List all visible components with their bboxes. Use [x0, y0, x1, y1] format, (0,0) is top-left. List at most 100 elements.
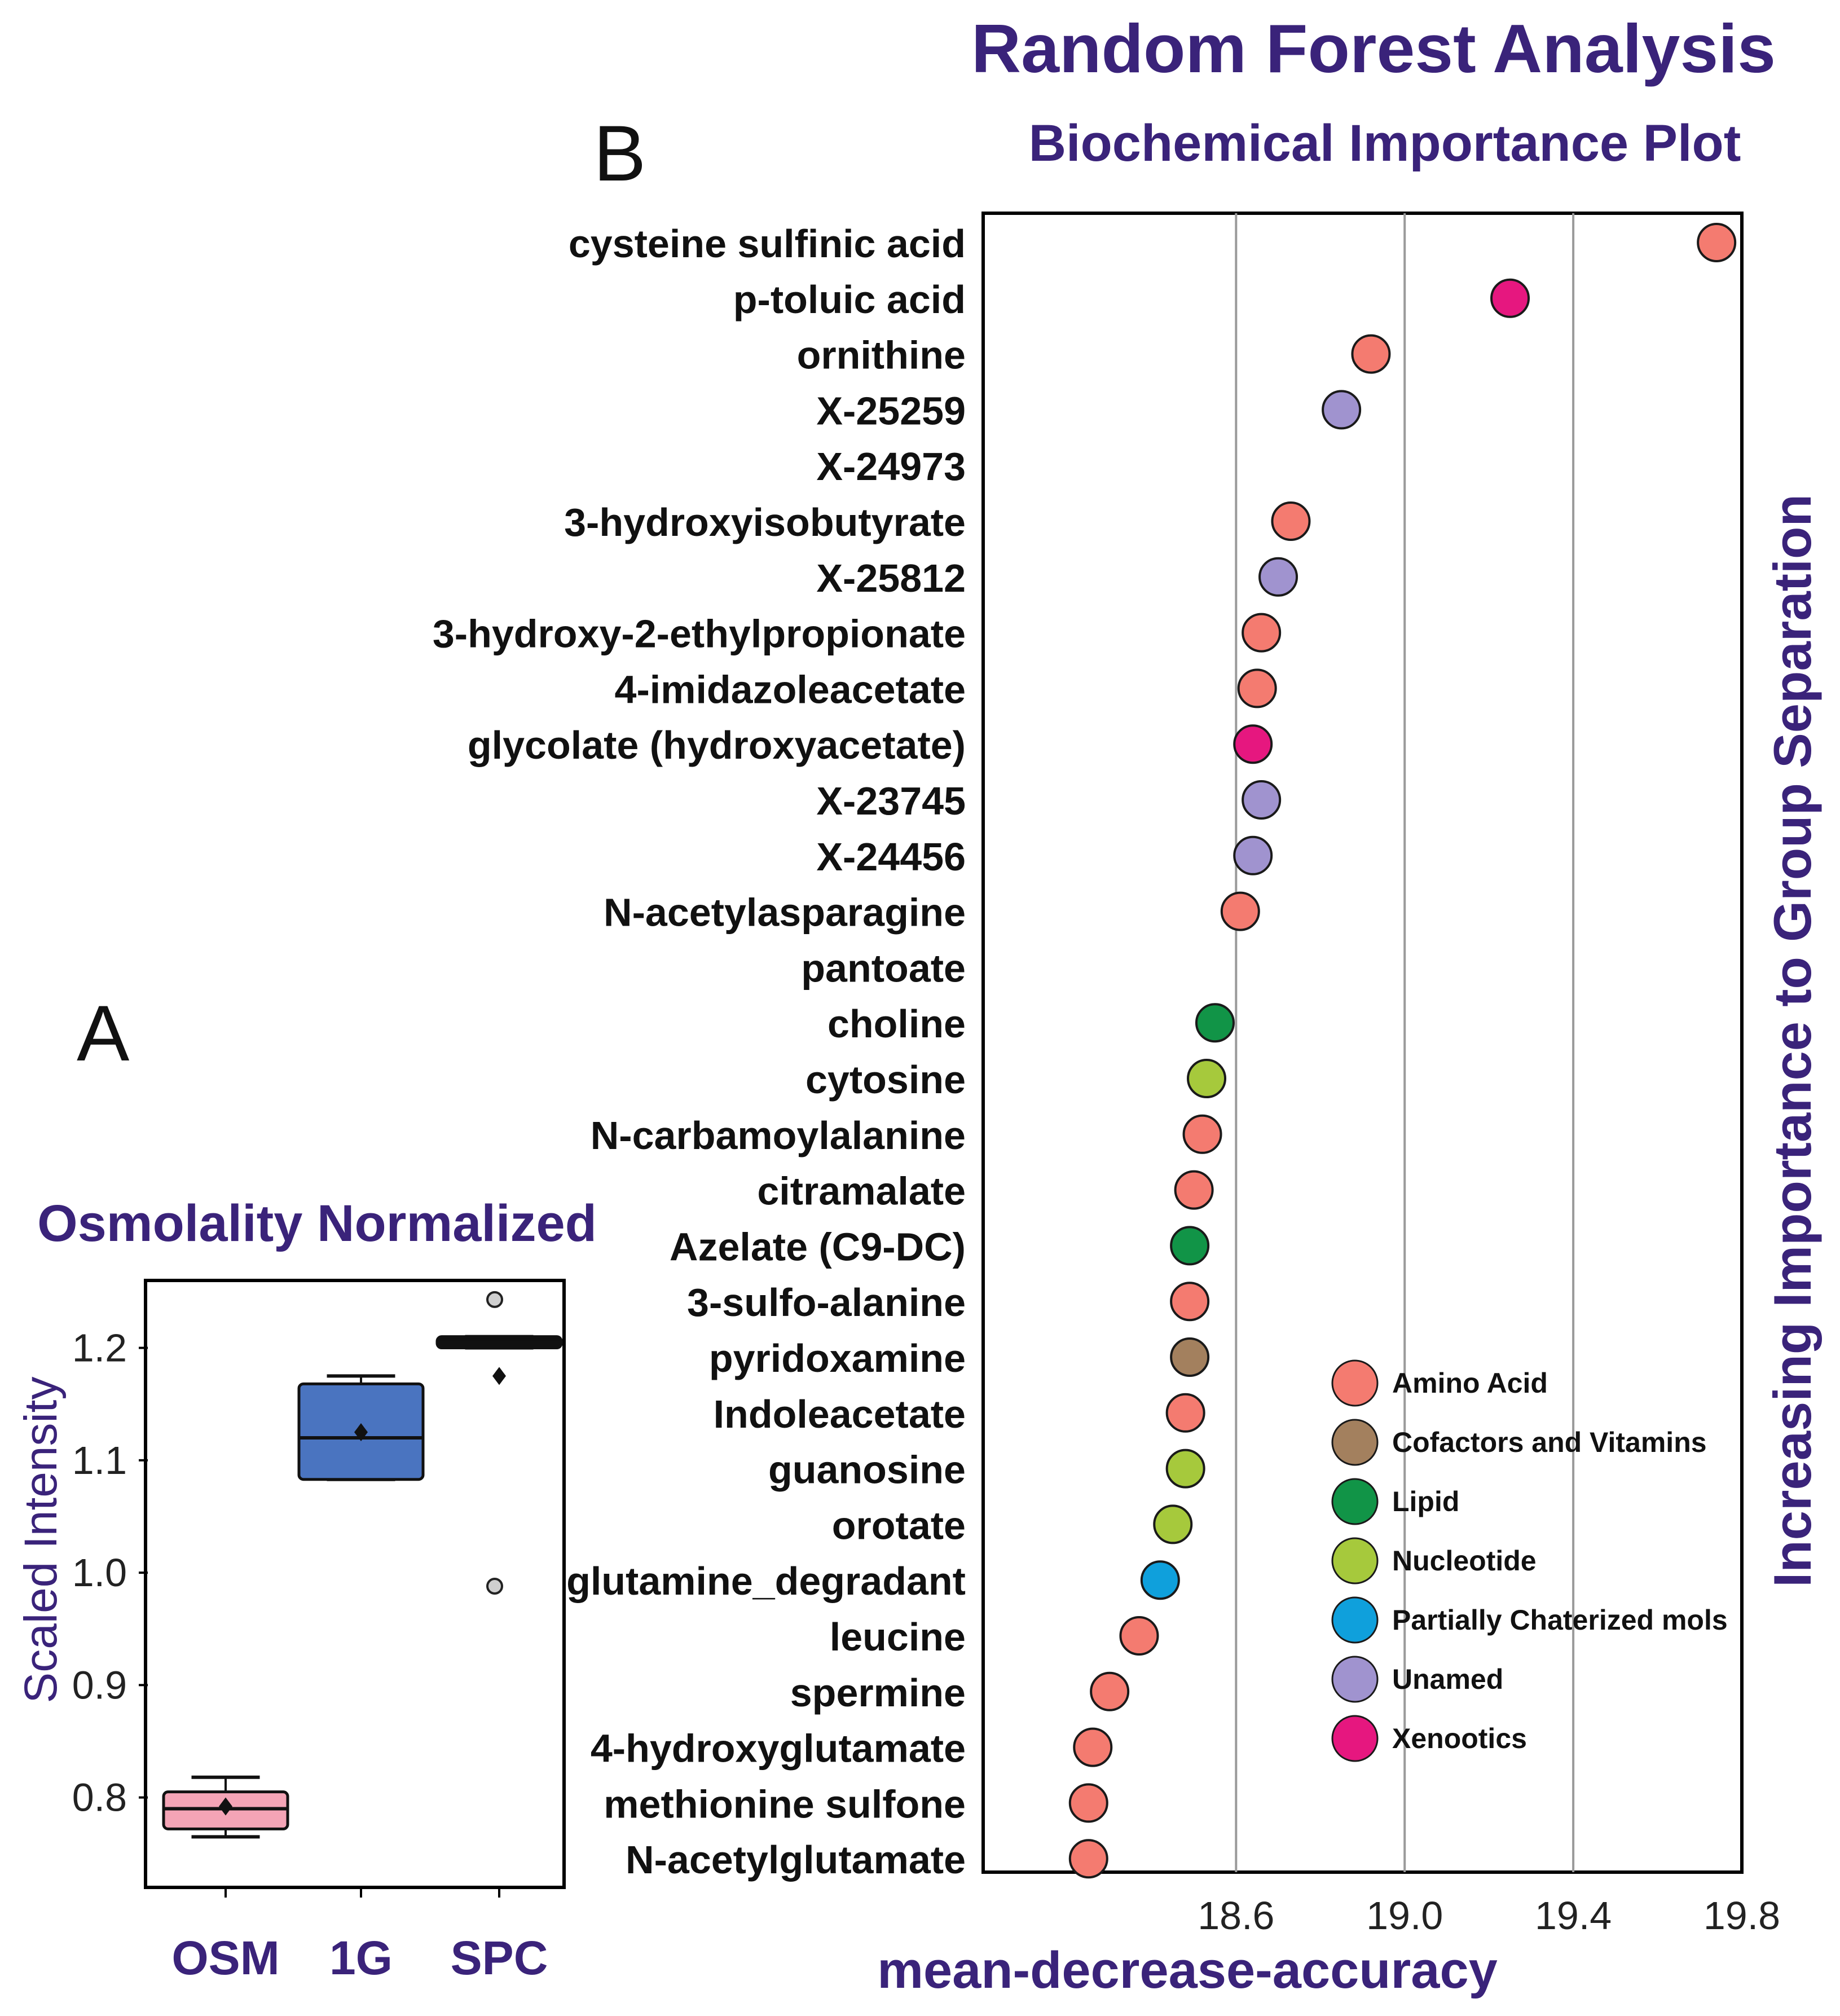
chart-b-legend-swatch — [1331, 1656, 1379, 1703]
chart-b-metabolite-label: guanosine — [768, 1448, 966, 1492]
chart-b-point — [1233, 835, 1273, 875]
chart-b-gridlines — [1235, 213, 1575, 1872]
chart-a-x-tick-label: SPC — [451, 1931, 548, 1984]
chart-b-point — [1165, 1393, 1205, 1433]
chart-b-metabolite-labels: cysteine sulfinic acid p-toluic acid ornit… — [433, 222, 966, 1882]
chart-b-point — [1170, 1337, 1210, 1377]
chart-b-x-ticks: 18.6 19.0 19.4 19.8 — [1198, 1894, 1780, 1938]
chart-b-point — [1073, 1727, 1113, 1767]
chart-a-y-tick-label: 0.9 — [72, 1663, 127, 1707]
chart-b-metabolite-label: ornithine — [797, 333, 966, 377]
chart-a-x-ticks: OSM 1G SPC — [171, 1887, 548, 1984]
chart-b-point — [1351, 334, 1391, 374]
chart-b-legend-label: Xenootics — [1392, 1723, 1527, 1754]
panel-label-a: A — [77, 989, 130, 1077]
chart-b-metabolite-label: orotate — [832, 1503, 966, 1547]
chart-b-point — [1174, 1170, 1214, 1210]
chart-b-point — [1233, 724, 1273, 764]
chart-b-metabolite-label: glycolate (hydroxyacetate) — [468, 723, 966, 767]
chart-a-outlier — [486, 1291, 503, 1308]
chart-a-boxes — [162, 1291, 563, 1839]
chart-b-metabolite-label: X-23745 — [816, 779, 966, 823]
chart-b-point — [1170, 1226, 1210, 1266]
chart-b-metabolite-label: cytosine — [805, 1058, 966, 1102]
chart-a-mean-marker — [492, 1367, 506, 1385]
chart-a-plot-frame — [144, 1279, 566, 1889]
chart-b-metabolite-label: 4-hydroxyglutamate — [591, 1727, 966, 1771]
chart-b-point — [1187, 1059, 1227, 1098]
chart-b-point — [1140, 1560, 1180, 1600]
chart-b-legend-label: Amino Acid — [1392, 1367, 1548, 1399]
chart-a-y-tick-label: 0.8 — [72, 1776, 127, 1820]
chart-b-metabolite-label: leucine — [830, 1615, 966, 1659]
chart-b-title: Random Forest Analysis — [971, 10, 1776, 87]
chart-b-point — [1182, 1114, 1222, 1154]
chart-b-legend-swatch — [1331, 1715, 1379, 1762]
chart-b-point — [1322, 390, 1362, 430]
chart-b-legend-label: Partially Chaterized mols — [1392, 1604, 1728, 1636]
chart-b-metabolite-label: methionine sulfone — [604, 1782, 966, 1826]
chart-a-y-tick-label: 1.1 — [72, 1438, 127, 1482]
chart-b-metabolite-label: 3-sulfo-alanine — [687, 1280, 966, 1324]
chart-b-point — [1220, 891, 1260, 931]
chart-b-legend: Amino Acid Cofactors and Vitamins Lipid Nuc… — [1331, 1359, 1728, 1762]
chart-b-point — [1068, 1783, 1108, 1823]
chart-b-metabolite-label: 3-hydroxy-2-ethylpropionate — [433, 612, 966, 656]
chart-b-point — [1090, 1671, 1130, 1711]
panel-label-b: B — [593, 109, 646, 197]
chart-b-metabolite-label: citramalate — [757, 1169, 966, 1213]
chart-b-metabolite-label: X-25812 — [816, 556, 966, 600]
chart-b-metabolite-label: cysteine sulfinic acid — [569, 222, 966, 266]
chart-b-metabolite-label: pyridoxamine — [709, 1336, 966, 1380]
chart-b-point — [1697, 223, 1737, 262]
chart-b-point — [1153, 1504, 1193, 1544]
chart-b-legend-label: Lipid — [1392, 1486, 1459, 1517]
chart-a-y-tick-label: 1.0 — [72, 1551, 127, 1595]
chart-b-x-tick-label: 19.0 — [1366, 1894, 1443, 1938]
chart-b-subtitle: Biochemical Importance Plot — [1029, 115, 1741, 172]
chart-b-metabolite-label: Indoleacetate — [714, 1392, 966, 1436]
chart-b-metabolite-label: N-carbamoylalanine — [591, 1113, 966, 1157]
chart-b-x-tick-label: 19.8 — [1703, 1894, 1780, 1938]
chart-b-metabolite-label: 4-imidazoleacetate — [615, 667, 966, 711]
chart-b-point — [1170, 1282, 1210, 1322]
chart-b-point — [1119, 1616, 1159, 1656]
chart-b-metabolite-label: N-acetylasparagine — [604, 891, 966, 935]
chart-a-title: Osmolality Normalized — [37, 1195, 597, 1252]
chart-b-x-tick-label: 18.6 — [1198, 1894, 1274, 1938]
chart-b-legend-swatch — [1331, 1478, 1379, 1525]
chart-b-legend-swatch — [1331, 1419, 1379, 1466]
chart-b-point — [1258, 557, 1298, 597]
chart-a-mean-marker — [219, 1797, 232, 1816]
chart-b-legend-label: Cofactors and Vitamins — [1392, 1427, 1707, 1458]
chart-a-y-ticks: 0.8 0.9 1.0 1.1 1.2 — [72, 1326, 148, 1820]
chart-b-legend-swatch — [1331, 1359, 1379, 1407]
chart-b-plot-frame — [981, 212, 1744, 1874]
chart-b-point — [1490, 278, 1530, 318]
chart-b-point — [1271, 501, 1311, 541]
chart-b-metabolite-label: X-25259 — [816, 389, 966, 433]
chart-b-legend-swatch — [1331, 1596, 1379, 1644]
chart-b-point — [1165, 1449, 1205, 1489]
chart-b-metabolite-label: glutamine_degradant — [566, 1559, 966, 1603]
chart-b-x-axis-label: mean-decrease-accuracy — [877, 1942, 1498, 1999]
chart-a-y-tick-label: 1.2 — [72, 1326, 127, 1370]
chart-a-outlier — [486, 1577, 503, 1595]
chart-a-mean-marker — [354, 1423, 368, 1441]
chart-b-metabolite-label: X-24456 — [816, 835, 966, 879]
chart-b-y-axis-label: Increasing Importance to Group Separatio… — [1763, 494, 1822, 1587]
chart-a-x-tick-label: OSM — [171, 1931, 279, 1984]
chart-b-points — [1068, 223, 1737, 1879]
chart-b-metabolite-label: 3-hydroxyisobutyrate — [564, 500, 966, 544]
chart-b-metabolite-label: spermine — [790, 1671, 966, 1715]
chart-b-point — [1068, 1839, 1108, 1879]
chart-b-point — [1242, 780, 1282, 820]
chart-b-x-tick-label: 19.4 — [1535, 1894, 1612, 1938]
chart-b-metabolite-label: N-acetylglutamate — [626, 1838, 966, 1882]
chart-a-y-axis-label: Scaled Intensity — [15, 1377, 67, 1704]
chart-b-metabolite-label: Azelate (C9-DC) — [670, 1225, 966, 1269]
chart-b-metabolite-label: X-24973 — [816, 444, 966, 488]
chart-b-metabolite-label: p-toluic acid — [733, 278, 966, 322]
chart-a-x-tick-label: 1G — [329, 1931, 393, 1984]
